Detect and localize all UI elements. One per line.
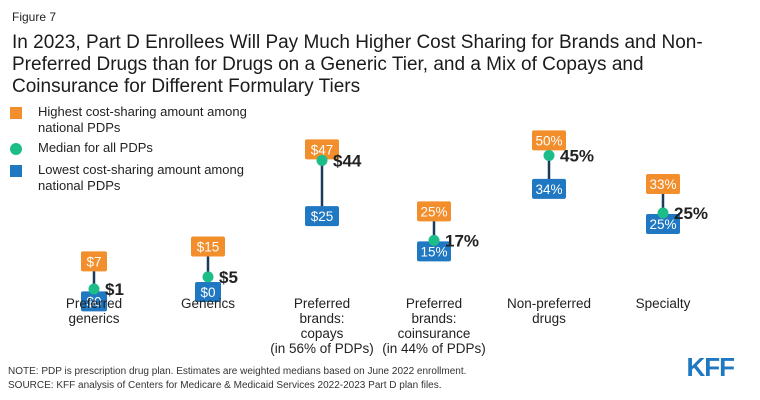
legend-item-highest: Highest cost-sharing amount among nation… (10, 104, 258, 136)
low-value-label: $0 (200, 285, 215, 300)
median-dot (202, 271, 214, 283)
category-label: Non-preferred (507, 296, 591, 311)
low-value-label: 34% (535, 182, 562, 197)
high-value-label: $7 (86, 254, 101, 269)
note-text: NOTE: PDP is prescription drug plan. Est… (8, 366, 467, 377)
legend-label-highest: Highest cost-sharing amount among nation… (38, 104, 247, 135)
high-box (81, 251, 107, 272)
low-value-label: $25 (311, 209, 334, 224)
low-value-label: 15% (420, 244, 447, 259)
high-value-label: 50% (535, 133, 562, 148)
low-box (195, 282, 221, 302)
high-box (191, 236, 225, 257)
median-dot (316, 154, 328, 166)
high-box (532, 130, 566, 151)
legend-label-median: Median for all PDPs (38, 140, 153, 155)
median-dot (428, 234, 440, 246)
legend-swatch-lowest (10, 165, 22, 177)
high-box (646, 174, 680, 195)
category-label: drugs (532, 311, 566, 326)
category-label: Specialty (636, 296, 691, 311)
legend-label-lowest: Lowest cost-sharing amount among nationa… (38, 162, 244, 193)
median-dot (657, 207, 669, 219)
high-value-label: 33% (649, 177, 676, 192)
high-value-label: $15 (197, 240, 220, 255)
high-box (305, 139, 339, 160)
source-text: SOURCE: KFF analysis of Centers for Medi… (8, 380, 442, 391)
category-label: Preferred (406, 296, 462, 311)
category-label: copays (301, 326, 344, 341)
category-label: brands: (411, 311, 456, 326)
median-value-label: $44 (333, 151, 362, 170)
median-value-label: $1 (105, 280, 124, 299)
low-box (81, 291, 107, 312)
median-value-label: 25% (674, 204, 708, 223)
footnotes: NOTE: PDP is prescription drug plan. Est… (8, 365, 466, 393)
category-label: Generics (181, 296, 235, 311)
high-box (417, 201, 451, 222)
high-value-label: 25% (420, 204, 447, 219)
low-value-label: $0 (86, 294, 101, 309)
median-value-label: 17% (445, 231, 479, 250)
category-label: generics (68, 311, 119, 326)
low-box (646, 214, 680, 235)
chart-title: In 2023, Part D Enrollees Will Pay Much … (12, 32, 703, 97)
low-box (417, 241, 451, 262)
median-dot (543, 150, 555, 161)
high-value-label: $47 (311, 142, 334, 157)
legend-item-lowest: Lowest cost-sharing amount among nationa… (10, 162, 258, 194)
low-box (532, 178, 566, 199)
figure-label: Figure 7 (12, 10, 57, 24)
category-label: (in 56% of PDPs) (270, 341, 374, 356)
low-value-label: 25% (649, 217, 676, 232)
category-label: coinsurance (398, 326, 471, 341)
median-value-label: $5 (219, 268, 238, 287)
median-value-label: 45% (560, 147, 594, 166)
legend-item-median: Median for all PDPs (10, 140, 258, 156)
legend-swatch-median (10, 143, 22, 155)
low-box (305, 206, 339, 227)
category-label: (in 44% of PDPs) (382, 341, 486, 356)
median-dot (88, 283, 100, 295)
legend-swatch-highest (10, 107, 22, 119)
category-label: Preferred (66, 296, 122, 311)
category-label: brands: (299, 311, 344, 326)
category-label: Preferred (294, 296, 350, 311)
kff-logo: KFF (686, 352, 735, 382)
